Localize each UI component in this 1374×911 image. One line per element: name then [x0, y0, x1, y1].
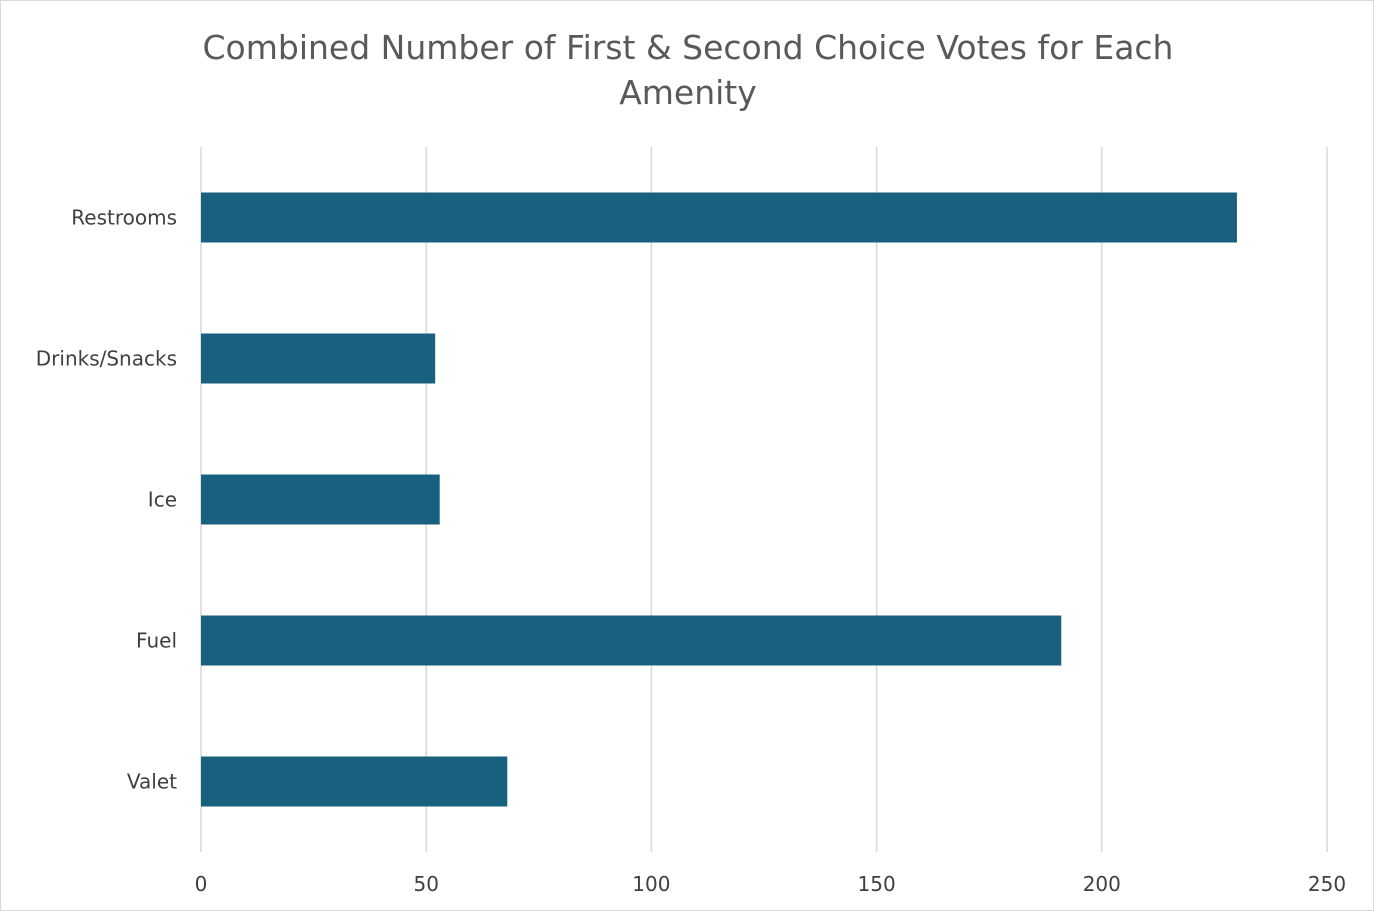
- bar-valet: [201, 756, 508, 807]
- category-label: Fuel: [136, 629, 177, 653]
- bars: [201, 192, 1237, 807]
- category-label: Ice: [148, 488, 177, 512]
- x-tick-labels: 0 50 100 150 200 250: [195, 872, 1346, 896]
- x-tick-label: 200: [1083, 872, 1121, 896]
- bar-restrooms: [201, 192, 1237, 243]
- x-tick-label: 100: [632, 872, 670, 896]
- x-tick-label: 150: [858, 872, 896, 896]
- bar-drinks-snacks: [201, 333, 436, 384]
- category-labels: Restrooms Drinks/Snacks Ice Fuel Valet: [36, 206, 177, 794]
- bar-fuel: [201, 615, 1062, 666]
- category-label: Restrooms: [71, 206, 177, 230]
- chart-title: Combined Number of First & Second Choice…: [202, 28, 1174, 112]
- x-tick-label: 250: [1308, 872, 1346, 896]
- category-label: Drinks/Snacks: [36, 347, 177, 371]
- x-tick-label: 50: [413, 872, 438, 896]
- bar-ice: [201, 474, 440, 525]
- category-label: Valet: [127, 770, 177, 794]
- x-tick-label: 0: [195, 872, 208, 896]
